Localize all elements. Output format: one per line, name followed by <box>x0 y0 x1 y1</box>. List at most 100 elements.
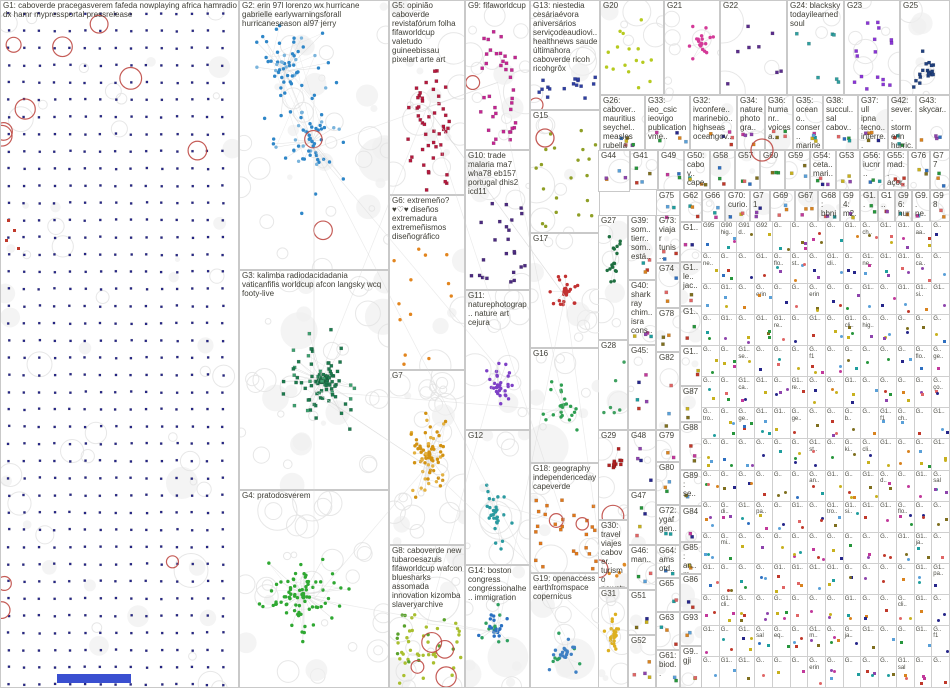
group-panel-G24[interactable]: G24: blacksky todayilearned soul <box>787 0 844 95</box>
group-panel-G72[interactable]: G72: ygaf gen.. <box>656 505 680 545</box>
micro-cell[interactable]: G.. <box>790 625 809 657</box>
group-nodes-G21[interactable] <box>665 1 720 95</box>
micro-cell[interactable]: G.. di.. <box>719 501 738 533</box>
group-nodes-G22[interactable] <box>721 1 787 95</box>
group-nodes-G47[interactable] <box>629 491 656 545</box>
micro-cell[interactable]: G.. <box>825 594 844 626</box>
micro-cell[interactable]: G.. <box>702 501 720 533</box>
micro-cell[interactable]: G.. <box>843 346 862 378</box>
micro-cell[interactable]: G1.. <box>737 656 756 688</box>
micro-cell[interactable]: G.. d.. <box>879 470 897 502</box>
micro-cell[interactable]: G.. f1 <box>932 625 950 657</box>
micro-cell[interactable]: G.. <box>737 594 756 626</box>
micro-cell[interactable]: G.. <box>790 315 809 347</box>
group-panel-G49[interactable]: G49 <box>658 150 684 190</box>
micro-cell[interactable]: G.. <box>719 377 738 409</box>
group-nodes-G26[interactable] <box>601 96 645 150</box>
micro-cell[interactable]: G.. <box>825 222 844 254</box>
group-nodes-G87[interactable] <box>681 387 702 422</box>
micro-cell[interactable]: G.. <box>896 315 915 347</box>
group-nodes-G86[interactable] <box>681 575 702 612</box>
micro-cell[interactable]: G.. <box>790 594 809 626</box>
group-panel-G43[interactable]: G43: skycar.. <box>916 95 950 150</box>
group-panel-G69[interactable]: G69 <box>770 190 795 222</box>
group-nodes-G60[interactable] <box>761 151 785 190</box>
micro-cell[interactable]: G.. <box>843 253 862 285</box>
group-panel-G67[interactable]: G67 <box>795 190 818 222</box>
micro-cell[interactable]: G1.. <box>843 377 862 409</box>
group-nodes-G77[interactable] <box>931 151 950 190</box>
micro-cell[interactable]: G.. <box>825 408 844 440</box>
group-panel-G66[interactable]: G66 <box>702 190 725 222</box>
micro-cell[interactable]: G.. <box>896 346 915 378</box>
group-nodes-G61[interactable] <box>657 651 680 688</box>
micro-cell[interactable]: G.. <box>772 284 791 316</box>
group-nodes-G59[interactable] <box>786 151 810 190</box>
group-panel-G36[interactable]: G36: humanr.. voicesa.. <box>765 95 793 150</box>
group-panel-G9[interactable]: G9: fifaworldcup <box>465 0 530 150</box>
micro-cell[interactable]: G.. ki.. <box>843 439 862 471</box>
micro-cell[interactable]: G.. st.. <box>790 253 809 285</box>
micro-cell[interactable]: G1.. <box>879 439 897 471</box>
micro-cell[interactable]: G.. <box>702 656 720 688</box>
micro-cell[interactable]: G.. <box>879 532 897 564</box>
group-panel-G32[interactable]: G32: ivconfere.. marinebio.. highseas oc… <box>690 95 737 150</box>
micro-cell[interactable]: G1.. <box>702 563 720 595</box>
group-panel-G31[interactable]: G31 <box>598 588 628 688</box>
group-nodes-G1..a[interactable] <box>861 191 878 222</box>
micro-cell[interactable]: G1.. se.. <box>737 346 756 378</box>
micro-cell[interactable]: G.. <box>843 563 862 595</box>
micro-cell[interactable]: G1.. si.. <box>914 284 933 316</box>
group-panel-G78[interactable]: G78 <box>656 308 680 352</box>
group-nodes-G73[interactable] <box>657 216 680 263</box>
micro-cell[interactable]: G.. <box>719 625 738 657</box>
group-nodes-G24[interactable] <box>788 1 844 95</box>
micro-cell[interactable]: G.. <box>932 222 950 254</box>
group-nodes-G3[interactable] <box>240 271 389 490</box>
group-panel-G70[interactable]: G70: curio.. <box>725 190 750 222</box>
micro-cell[interactable]: G.. <box>790 222 809 254</box>
group-nodes-G48[interactable] <box>629 431 656 490</box>
group-panel-G62[interactable]: G62 <box>680 190 702 222</box>
micro-cell[interactable]: G.. <box>825 284 844 316</box>
group-nodes-G70[interactable] <box>726 191 750 222</box>
group-panel-G58[interactable]: G58 <box>710 150 735 190</box>
micro-cell[interactable]: G.. <box>790 439 809 471</box>
group-panel-G17[interactable]: G17 <box>530 233 600 348</box>
group-panel-G55[interactable]: G55: mad.. açor.. <box>884 150 908 190</box>
micro-cell[interactable]: G1.. <box>861 625 880 657</box>
group-panel-G35[interactable]: G35: oceano.. conser.. marine.. biodive.… <box>793 95 823 150</box>
micro-cell[interactable]: G.. tro.. <box>702 408 720 440</box>
micro-cell[interactable]: G.. <box>932 532 950 564</box>
group-nodes-G31[interactable] <box>599 589 628 688</box>
group-nodes-G12[interactable] <box>466 431 530 565</box>
micro-cell[interactable]: G1.. <box>755 377 773 409</box>
micro-cell[interactable]: G.. <box>719 439 738 471</box>
micro-cell[interactable]: G.. <box>825 625 844 657</box>
group-nodes-G23[interactable] <box>845 1 900 95</box>
group-nodes-G51[interactable] <box>629 591 656 635</box>
group-panel-G13[interactable]: G13: niestedia cesáriaévora aniversários… <box>530 0 600 110</box>
micro-cell[interactable]: G.. sal <box>932 470 950 502</box>
group-nodes-G28[interactable] <box>599 341 628 430</box>
micro-cell[interactable]: G1.. <box>879 501 897 533</box>
group-panel-G11[interactable]: G11: naturephotograp.. nature art cejura <box>465 290 530 430</box>
group-panel-G21[interactable]: G21 <box>664 0 720 95</box>
micro-cell[interactable]: G.. ge.. <box>737 408 756 440</box>
micro-cell[interactable]: G.. <box>932 501 950 533</box>
group-panel-G1..f[interactable]: G1.. <box>680 346 702 386</box>
micro-cell[interactable]: G.. <box>879 315 897 347</box>
group-panel-G1..c[interactable]: G1.. <box>680 222 702 262</box>
micro-cell[interactable]: G.. ca.. <box>914 253 933 285</box>
micro-cell[interactable]: G.. erin <box>755 284 773 316</box>
micro-cell[interactable]: G1.. <box>719 315 738 347</box>
micro-cell[interactable]: G1.. tro.. <box>825 501 844 533</box>
micro-cell[interactable]: G.. <box>772 377 791 409</box>
micro-cell[interactable]: G.. <box>843 656 862 688</box>
group-nodes-G53[interactable] <box>837 151 860 190</box>
micro-cell[interactable]: G.. ch.. <box>861 222 880 254</box>
group-nodes-G9[interactable] <box>466 1 530 150</box>
micro-cell[interactable]: G.. <box>808 222 826 254</box>
micro-cell[interactable]: G1.. f1 <box>879 408 897 440</box>
micro-cell[interactable]: G.. flo.. <box>772 253 791 285</box>
